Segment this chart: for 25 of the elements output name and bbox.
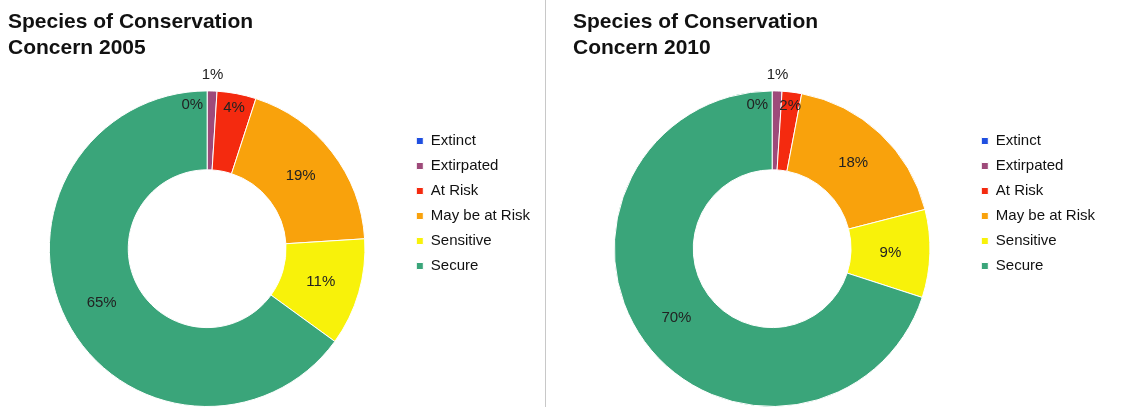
data-label: 1%: [201, 65, 224, 83]
data-label: 9%: [879, 242, 902, 260]
legend-label: May be at Risk: [430, 206, 531, 224]
data-label: 70%: [661, 308, 692, 326]
legend-label: Extirpated: [430, 156, 499, 174]
data-label: 1%: [766, 65, 789, 83]
text: 0%: [181, 95, 204, 113]
legend-label: May be at Risk: [995, 206, 1096, 224]
data-label: 19%: [285, 166, 316, 184]
legend-label: Extirpated: [995, 156, 1064, 174]
legend-label: Secure: [995, 256, 1044, 274]
data-label: 4%: [223, 97, 245, 115]
legend-label: At Risk: [430, 181, 479, 199]
legend-label: Extinct: [430, 131, 477, 149]
legend-label: At Risk: [995, 181, 1044, 199]
legend-label: Secure: [430, 256, 479, 274]
chart-title: Species of Conservation Concern 2010: [573, 9, 819, 58]
chart-title: Species of Conservation Concern 2005: [8, 9, 254, 58]
legend-label: Sensitive: [995, 231, 1057, 249]
data-label: 65%: [86, 292, 117, 310]
data-label: 11%: [306, 271, 336, 289]
legend-label: Sensitive: [430, 231, 492, 249]
legend-label: Extinct: [995, 131, 1042, 149]
text: 0%: [746, 95, 769, 113]
data-label: 18%: [838, 152, 869, 170]
